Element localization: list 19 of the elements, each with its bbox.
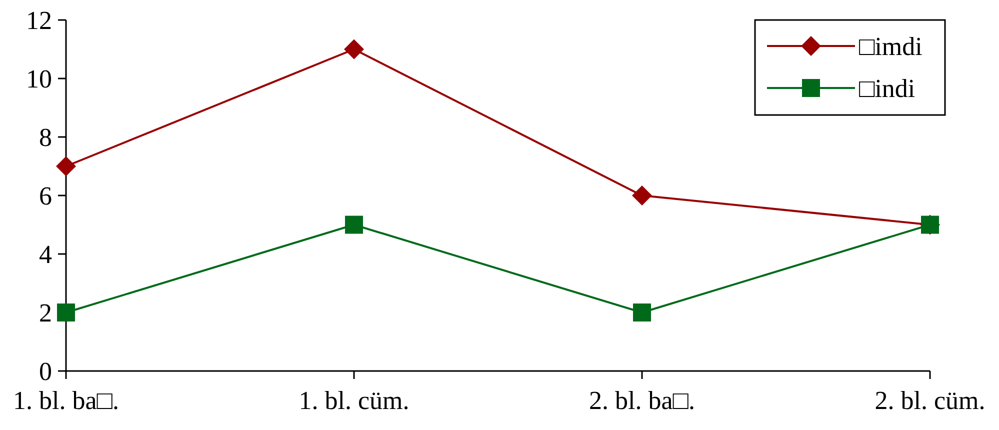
legend-label: □indi [859, 74, 916, 104]
x-tick-label: 2. bl. cüm. [874, 386, 986, 415]
point [56, 156, 76, 176]
y-tick-label: 10 [26, 64, 52, 94]
y-tick-label: 12 [26, 6, 52, 36]
point [344, 39, 364, 60]
y-tick-label: 0 [39, 357, 52, 386]
x-tick-label: 1. bl. ba□. [13, 386, 119, 415]
y-tick-label: 4 [39, 240, 52, 270]
point [633, 304, 651, 322]
x-tick-label: 1. bl. cüm. [298, 386, 410, 415]
x-tick-label: 2. bl. ba□. [589, 386, 695, 415]
point [632, 186, 652, 206]
point [57, 304, 75, 322]
y-tick-label: 2 [39, 298, 52, 328]
y-tick-label: 6 [39, 182, 52, 211]
y-tick-label: 8 [39, 123, 52, 152]
legend-label: □imdi [859, 32, 922, 62]
point [345, 216, 363, 234]
